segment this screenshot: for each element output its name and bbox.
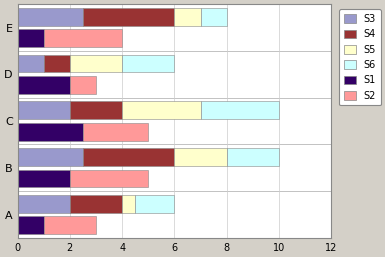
Bar — [227, 148, 279, 166]
Bar — [70, 55, 122, 72]
Legend: S3, S4, S5, S6, S1, S2: S3, S4, S5, S6, S1, S2 — [340, 9, 381, 105]
Bar — [18, 8, 83, 26]
Bar — [18, 102, 70, 119]
Bar — [44, 55, 70, 72]
Bar — [122, 195, 135, 213]
Bar — [83, 8, 174, 26]
Bar — [44, 29, 122, 47]
Bar — [44, 216, 96, 234]
Bar — [18, 55, 44, 72]
Bar — [174, 8, 201, 26]
Bar — [70, 195, 122, 213]
Bar — [135, 195, 174, 213]
Bar — [174, 148, 227, 166]
Bar — [201, 8, 227, 26]
Bar — [83, 148, 174, 166]
Bar — [18, 76, 70, 94]
Bar — [18, 123, 83, 141]
Bar — [122, 55, 174, 72]
Bar — [122, 102, 201, 119]
Bar — [70, 102, 122, 119]
Bar — [18, 195, 70, 213]
Bar — [18, 29, 44, 47]
Bar — [70, 76, 96, 94]
Bar — [18, 216, 44, 234]
Bar — [83, 123, 148, 141]
Bar — [201, 102, 279, 119]
Bar — [18, 170, 70, 187]
Bar — [18, 148, 83, 166]
Bar — [70, 170, 148, 187]
